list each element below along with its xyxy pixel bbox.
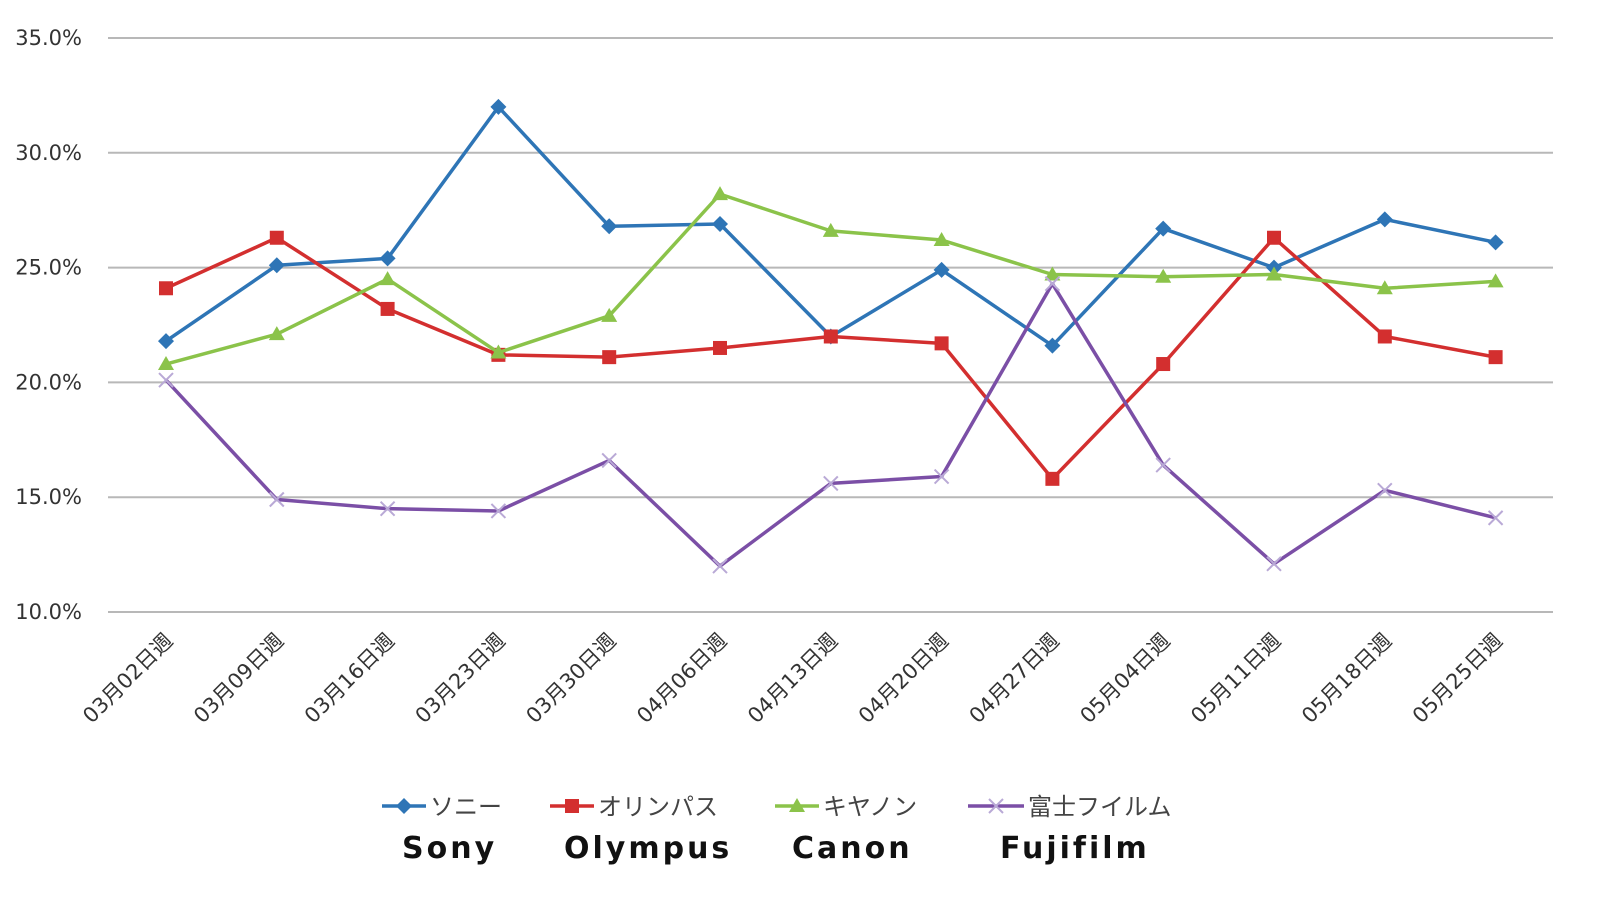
series-olympus xyxy=(159,230,1503,486)
data-point-olympus xyxy=(1377,329,1392,344)
data-point-olympus xyxy=(934,336,949,351)
data-point-olympus xyxy=(380,301,395,316)
legend: ソニー Sony オリンパス Olympus キヤノン Canon 富士フイルム Fujifi… xyxy=(382,793,1172,866)
x-axis: 03月02日週 03月09日週 03月16日週 03月23日週 03月30日週 04月06… xyxy=(78,629,1507,728)
data-point-olympus xyxy=(1045,471,1060,486)
y-tick-label: 10.0% xyxy=(15,600,82,624)
data-point-canon xyxy=(1044,266,1061,281)
data-point-fujifilm xyxy=(1155,457,1171,473)
data-point-canon xyxy=(1155,268,1172,283)
data-point-olympus xyxy=(269,230,284,245)
legend-label: 富士フイルム xyxy=(1028,793,1172,821)
legend-label: キヤノン xyxy=(823,793,917,821)
data-point-canon xyxy=(268,326,285,341)
data-point-fujifilm xyxy=(158,372,174,388)
data-point-canon xyxy=(490,344,507,359)
data-point-olympus xyxy=(1156,357,1171,372)
data-point-olympus xyxy=(1488,350,1503,365)
data-point-fujifilm xyxy=(823,475,839,492)
data-point-fujifilm xyxy=(712,558,728,574)
data-point-sony xyxy=(933,261,950,278)
legend-english-label: Canon xyxy=(792,831,913,866)
x-tick-label: 04月06日週 xyxy=(632,629,731,728)
gridlines xyxy=(108,37,1553,613)
legend-label: オリンパス xyxy=(598,793,718,821)
data-point-olympus xyxy=(1267,230,1281,245)
x-tick-label: 05月25日週 xyxy=(1408,629,1507,728)
data-point-fujifilm xyxy=(269,491,285,508)
data-point-canon xyxy=(933,232,950,247)
x-tick-label: 04月27日週 xyxy=(965,629,1064,728)
legend-marker xyxy=(789,798,805,812)
series-line-olympus xyxy=(165,236,1496,481)
data-point-canon xyxy=(1487,273,1504,288)
data-point-canon xyxy=(1266,266,1282,281)
x-tick-label: 03月30日週 xyxy=(521,629,620,728)
x-tick-label: 03月16日週 xyxy=(300,629,399,728)
legend-english-label: Fujifilm xyxy=(1000,831,1150,866)
data-point-sony xyxy=(268,257,285,274)
data-point-fujifilm xyxy=(1044,275,1061,292)
legend-label: ソニー xyxy=(430,793,502,821)
y-tick-label: 30.0% xyxy=(15,141,82,165)
data-point-canon xyxy=(601,307,618,322)
data-point-fujifilm xyxy=(1487,510,1504,526)
legend-marker xyxy=(988,798,1004,814)
data-point-sony xyxy=(1487,234,1504,251)
data-point-olympus xyxy=(713,340,727,355)
x-tick-label: 03月02日週 xyxy=(78,629,177,728)
series-line-fujifilm xyxy=(164,281,1497,568)
data-point-canon xyxy=(379,271,396,286)
data-point-fujifilm xyxy=(601,452,617,469)
data-point-sony xyxy=(601,218,618,235)
series-fujifilm xyxy=(158,275,1504,574)
data-point-sony xyxy=(712,215,728,232)
series-group xyxy=(158,98,1504,574)
data-point-canon xyxy=(712,186,728,201)
x-tick-label: 05月18日週 xyxy=(1297,629,1396,728)
data-point-canon xyxy=(158,356,174,371)
y-tick-label: 20.0% xyxy=(15,370,82,394)
legend-item-olympus: オリンパス Olympus xyxy=(550,793,732,866)
data-point-sony xyxy=(1376,211,1393,228)
x-tick-label: 03月09日週 xyxy=(189,629,288,728)
data-point-fujifilm xyxy=(1377,482,1393,499)
x-tick-label: 04月13日週 xyxy=(743,629,842,728)
x-tick-label: 03月23日週 xyxy=(411,629,510,728)
legend-item-sony: ソニー Sony xyxy=(382,793,502,866)
data-point-sony xyxy=(490,98,507,115)
x-tick-label: 05月04日週 xyxy=(1075,629,1174,728)
data-point-olympus xyxy=(602,350,617,365)
legend-marker xyxy=(396,798,412,814)
y-tick-label: 35.0% xyxy=(15,26,82,50)
data-point-sony xyxy=(1044,337,1061,354)
data-point-fujifilm xyxy=(1266,556,1282,572)
data-point-fujifilm xyxy=(379,500,396,517)
y-tick-label: 25.0% xyxy=(15,256,82,280)
legend-item-fujifilm: 富士フイルム Fujifilm xyxy=(968,793,1172,866)
data-point-olympus xyxy=(823,329,838,344)
data-point-sony xyxy=(158,333,174,350)
data-point-sony xyxy=(379,250,396,267)
y-axis: 10.0% 15.0% 20.0% 25.0% 30.0% 35.0% xyxy=(15,26,82,624)
legend-item-canon: キヤノン Canon xyxy=(775,793,917,866)
data-point-fujifilm xyxy=(490,503,507,519)
x-tick-label: 05月11日週 xyxy=(1186,629,1285,728)
legend-english-label: Sony xyxy=(402,831,497,866)
data-point-canon xyxy=(822,222,839,237)
data-point-fujifilm xyxy=(933,468,950,485)
data-point-olympus xyxy=(159,281,173,296)
y-tick-label: 15.0% xyxy=(15,485,82,509)
legend-english-label: Olympus xyxy=(564,831,732,866)
x-tick-label: 04月20日週 xyxy=(854,629,953,728)
data-point-sony xyxy=(1155,220,1172,237)
legend-marker xyxy=(565,799,579,813)
data-point-canon xyxy=(1376,280,1393,295)
series-canon xyxy=(158,186,1504,371)
